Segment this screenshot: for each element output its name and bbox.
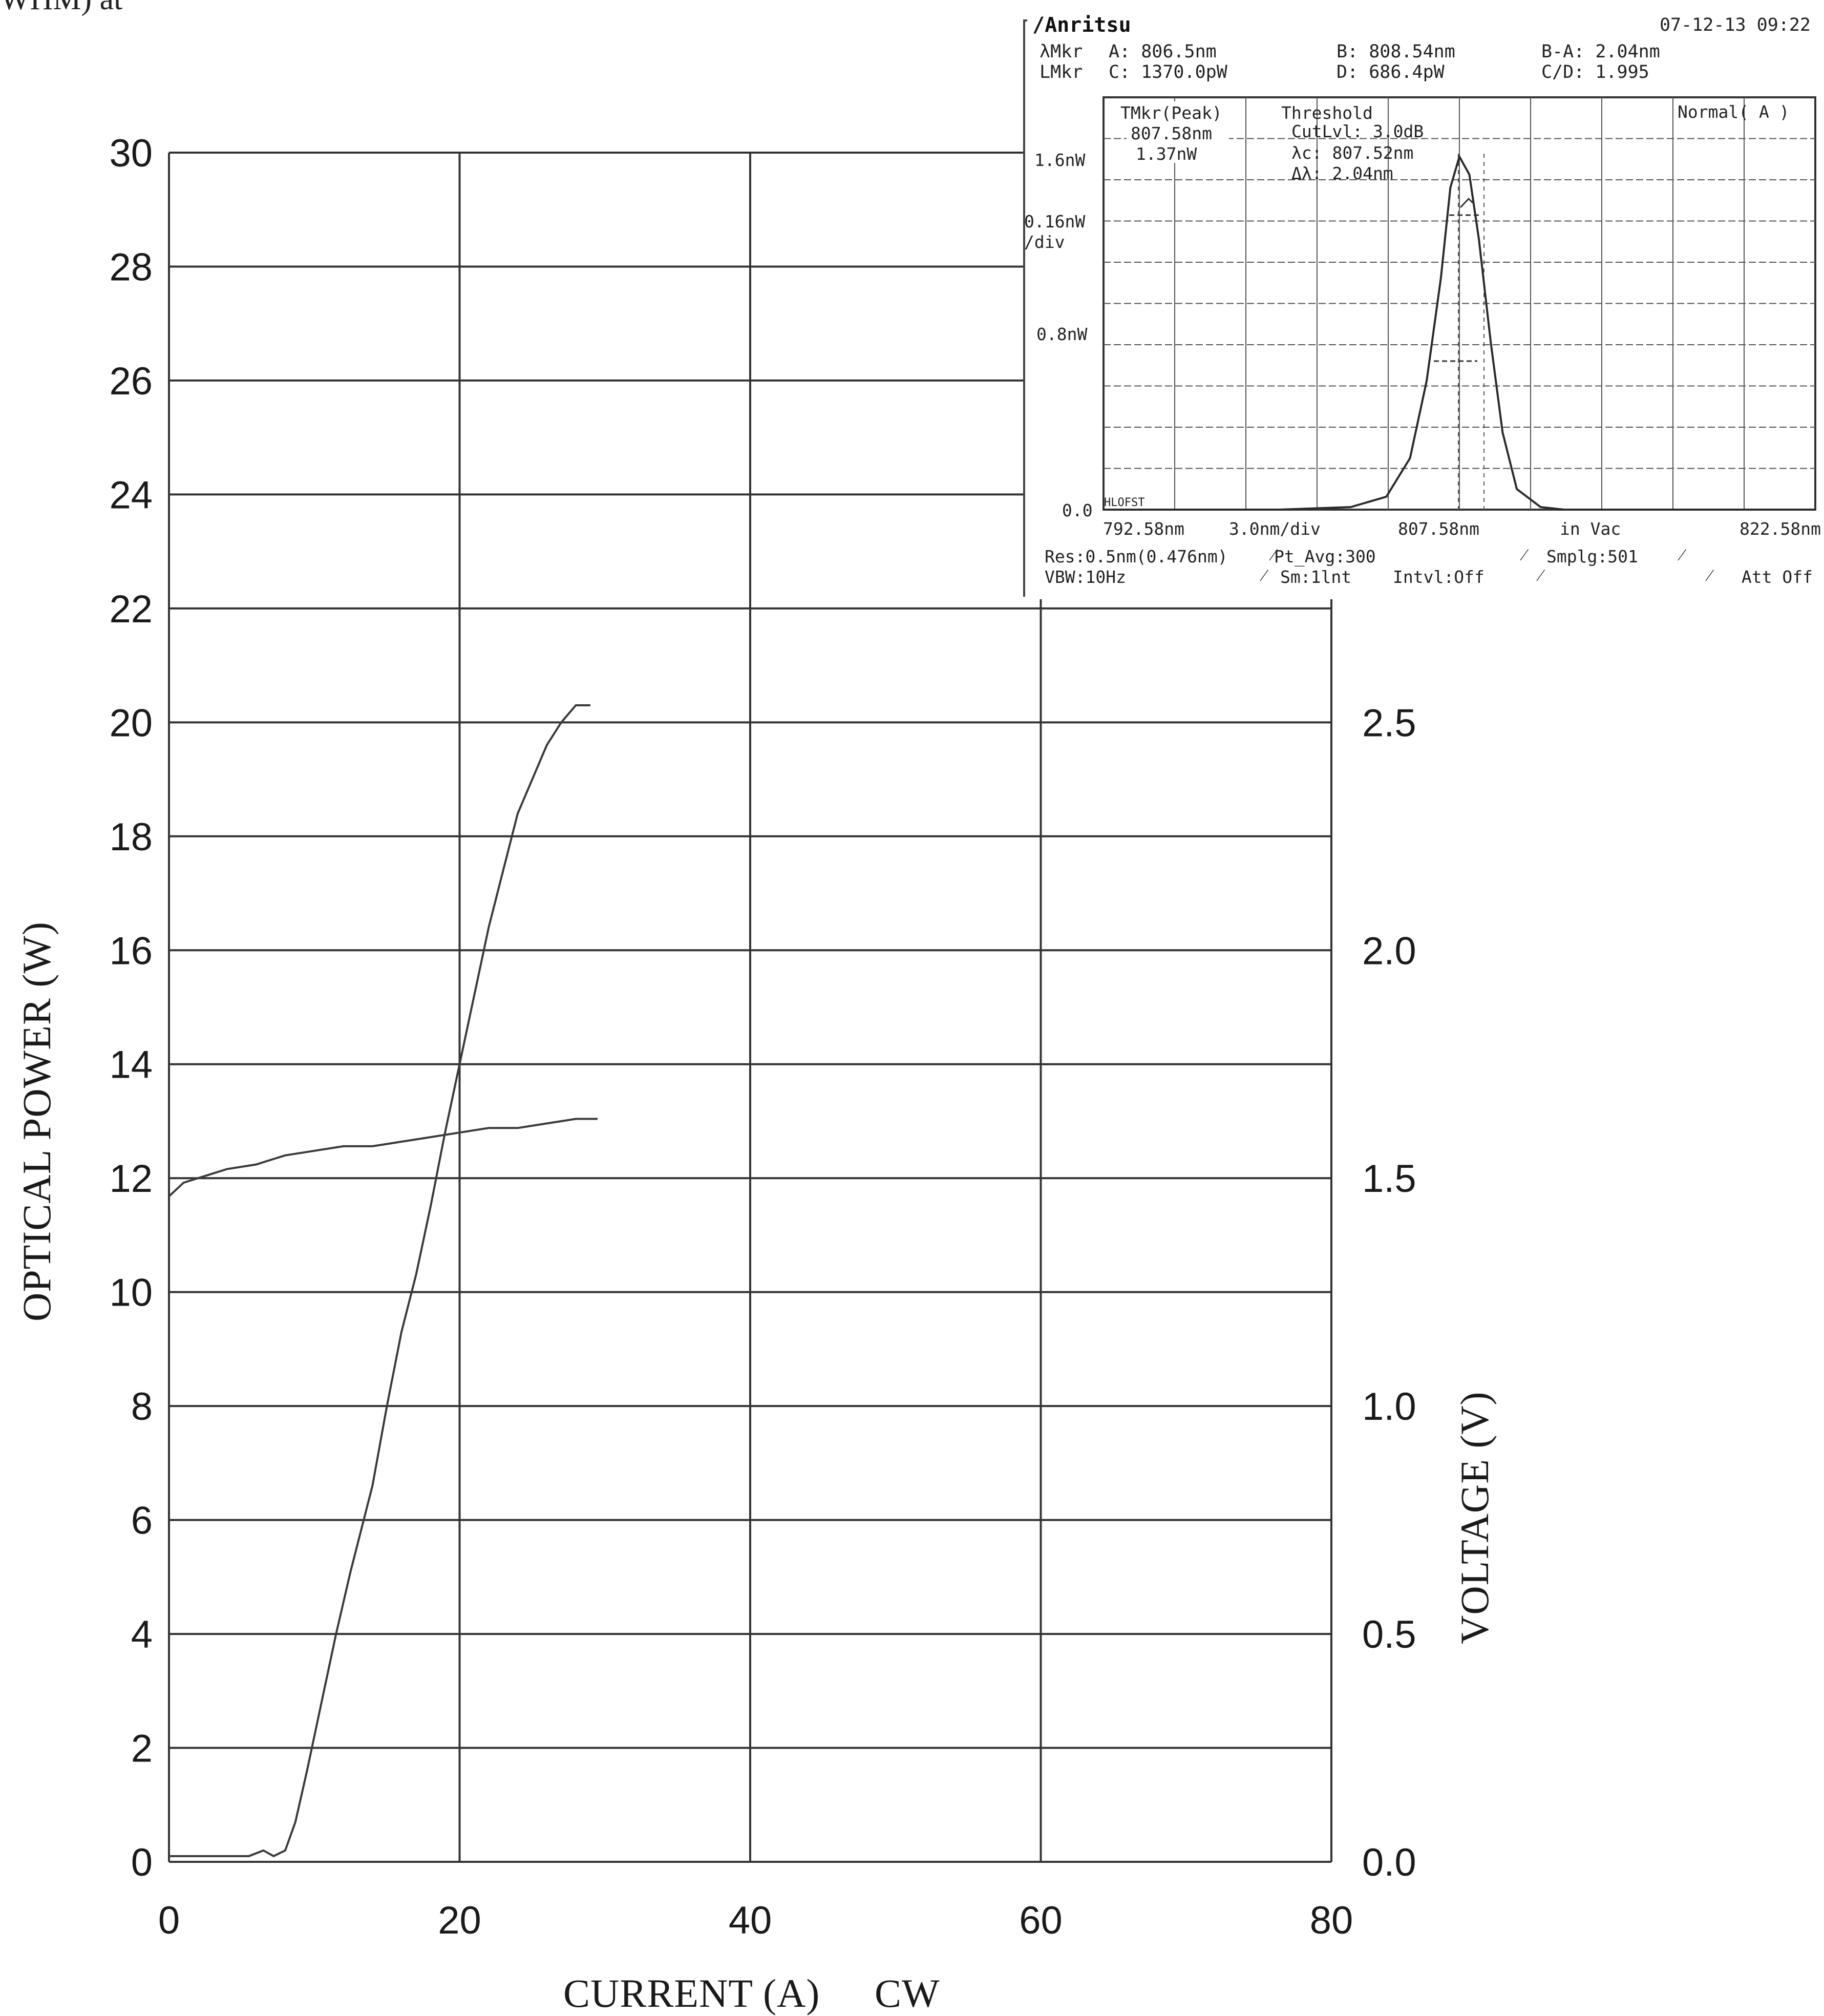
y2-tick-label: 1.5 — [1362, 1157, 1416, 1201]
footer-point-average: Pt_Avg:300 — [1274, 547, 1376, 567]
inset-border — [1023, 19, 1027, 597]
power-curve — [169, 704, 590, 1858]
footer-attenuator: Att Off — [1742, 567, 1813, 587]
y-tick-label: 4 — [131, 1613, 153, 1656]
y-tick-label: 6 — [131, 1499, 153, 1543]
voltage-axis-ticks: 0.00.51.01.52.02.53.0 — [1362, 473, 1416, 1884]
y-axis-title: OPTICAL POWER (W) — [14, 921, 59, 1321]
tmkr-title: TMkr(Peak) — [1120, 103, 1222, 123]
footer-smoothing: Sm:1lnt — [1280, 567, 1351, 587]
x-label-medium: in Vac — [1560, 519, 1621, 539]
x-tick-label: 40 — [729, 1899, 772, 1942]
marker-ba-value: B-A: 2.04nm — [1541, 41, 1660, 62]
y2-tick-label: 1.0 — [1362, 1385, 1416, 1429]
measurement-datetime: 07-12-13 09:22 — [1660, 15, 1811, 35]
y-label-per-div: /div — [1024, 232, 1065, 252]
y-tick-label: 10 — [109, 1271, 153, 1315]
marker-d-value: D: 686.4pW — [1337, 62, 1445, 82]
spectrum-trace — [1104, 154, 1815, 511]
y-tick-label: 2 — [131, 1727, 153, 1771]
marker-a-value: A: 806.5nm — [1109, 41, 1217, 62]
y-tick-label: 16 — [109, 929, 153, 973]
footer-sampling: Smplg:501 — [1546, 547, 1638, 566]
y2-tick-label: 0.0 — [1362, 1841, 1416, 1884]
y-tick-label: 22 — [109, 587, 153, 631]
y-label-top: 1.6nW — [1034, 150, 1085, 170]
voltage-curve — [168, 1118, 598, 1198]
wavelength-marker-label: λMkr — [1040, 41, 1083, 62]
y-tick-label: 28 — [109, 245, 153, 289]
y-tick-label: 0 — [131, 1841, 153, 1884]
footer-interval: Intvl:Off — [1393, 567, 1484, 587]
spectrum-grid — [1102, 96, 1816, 511]
tmkr-label-box — [1127, 101, 1229, 163]
x-axis-title: CURRENT (A) — [563, 1971, 820, 2015]
footer-resolution: Res:0.5nm(0.476nm) — [1045, 547, 1228, 566]
hlofst-label: HLOFST — [1104, 496, 1144, 509]
x-tick-label: 60 — [1019, 1899, 1063, 1942]
threshold-center-wavelength: λc: 807.52nm — [1291, 143, 1413, 163]
x-tick-label: 0 — [158, 1899, 180, 1942]
x-tick-label: 20 — [438, 1899, 481, 1942]
trace-mode: Normal( A ) — [1678, 102, 1790, 122]
y-tick-label: 26 — [109, 360, 153, 403]
y-label-scale: 0.16nW — [1024, 212, 1085, 232]
y-tick-label: 14 — [109, 1043, 153, 1087]
current-axis-ticks: 0 20 40 60 80 — [158, 1899, 1353, 1942]
marker-c-value: C: 1370.0pW — [1109, 62, 1228, 82]
x-label-right: 822.58nm — [1740, 519, 1821, 539]
inset-background — [1023, 13, 1824, 599]
footer-vbw: VBW:10Hz — [1045, 567, 1126, 587]
threshold-title: Threshold — [1281, 103, 1373, 123]
y-tick-label: 18 — [109, 815, 153, 859]
page-text-fragment: WHM) at — [0, 0, 122, 16]
threshold-cutlevel: CutLvl: 3.0dB — [1291, 121, 1424, 141]
peak-marker-arrow — [1459, 197, 1474, 208]
x-label-scale: 3.0nm/div — [1229, 519, 1321, 539]
x-tick-label: 80 — [1310, 1899, 1353, 1942]
tmkr-wavelength: 807.58nm — [1131, 123, 1212, 143]
level-marker-label: LMkr — [1040, 62, 1083, 82]
y-label-mid: 0.8nW — [1036, 324, 1087, 344]
y2-axis-title: VOLTAGE (V) — [1452, 1391, 1497, 1644]
threshold-bandwidth: Δλ: 2.04nm — [1291, 163, 1393, 183]
marker-b-value: B: 808.54nm — [1337, 41, 1455, 62]
analyzer-brand: /Anritsu — [1032, 13, 1131, 37]
spectrum-inset: /Anritsu 07-12-13 09:22 λMkr A: 806.5nm … — [1023, 13, 1824, 599]
y-tick-label: 12 — [109, 1157, 153, 1201]
y-label-zero: 0.0 — [1062, 500, 1093, 520]
y-tick-label: 20 — [109, 701, 153, 745]
x-label-left: 792.58nm — [1103, 519, 1184, 539]
y2-tick-label: 2.0 — [1362, 929, 1416, 973]
y-tick-label: 8 — [131, 1385, 153, 1429]
liv-series — [168, 704, 598, 1858]
tmkr-power: 1.37nW — [1136, 144, 1197, 164]
y2-tick-label: 2.5 — [1362, 701, 1416, 745]
x-label-center: 807.58nm — [1398, 519, 1479, 539]
x-axis-suffix: CW — [875, 1971, 940, 2015]
y-tick-label: 24 — [109, 473, 153, 517]
y2-tick-label: 0.5 — [1362, 1613, 1416, 1656]
marker-cd-value: C/D: 1.995 — [1541, 62, 1649, 82]
y-tick-label: 30 — [109, 132, 153, 175]
